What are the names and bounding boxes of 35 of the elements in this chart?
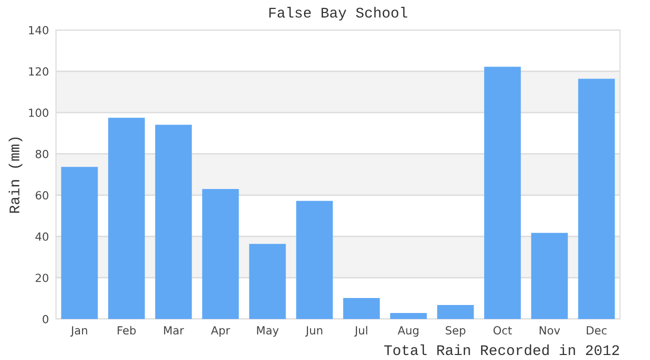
bar: [108, 118, 145, 319]
bar: [531, 232, 568, 319]
bar: [390, 313, 427, 319]
x-tick-label: Apr: [210, 326, 230, 337]
x-tick-label: Nov: [540, 326, 560, 335]
x-tick-label: Jan: [70, 326, 88, 337]
x-tick-label: Mar: [164, 326, 184, 335]
x-tick-label: Oct: [494, 326, 512, 335]
y-tick-label: 80: [36, 150, 48, 158]
y-tick-label: 60: [36, 191, 48, 200]
x-axis-title: Total Rain Recorded in 2012: [384, 344, 619, 356]
bar: [61, 166, 98, 319]
chart-title: False Bay School: [269, 6, 408, 21]
y-tick-label: 140: [29, 26, 48, 34]
bar: [484, 66, 521, 319]
x-tick-label: Aug: [398, 326, 418, 337]
y-tick-label: 20: [36, 274, 48, 282]
bar: [296, 200, 333, 319]
y-tick-label: 0: [42, 314, 48, 324]
x-tick-label: Dec: [586, 326, 607, 335]
y-tick-label: 120: [29, 67, 48, 76]
x-tick-label: May: [257, 326, 279, 337]
bar: [343, 298, 380, 319]
bar: [578, 78, 615, 319]
bar: [437, 304, 474, 319]
x-tick-label: Jun: [305, 326, 322, 337]
x-tick-label: Feb: [118, 326, 136, 335]
x-tick-label: Jul: [354, 326, 368, 337]
y-axis-title: Rain (mm): [8, 138, 22, 213]
y-tick-label: 100: [29, 108, 48, 117]
y-tick-label: 40: [35, 232, 48, 241]
bar: [155, 124, 192, 319]
bar: [202, 188, 239, 319]
x-tick-label: Sep: [446, 326, 466, 337]
bar: [249, 244, 286, 319]
